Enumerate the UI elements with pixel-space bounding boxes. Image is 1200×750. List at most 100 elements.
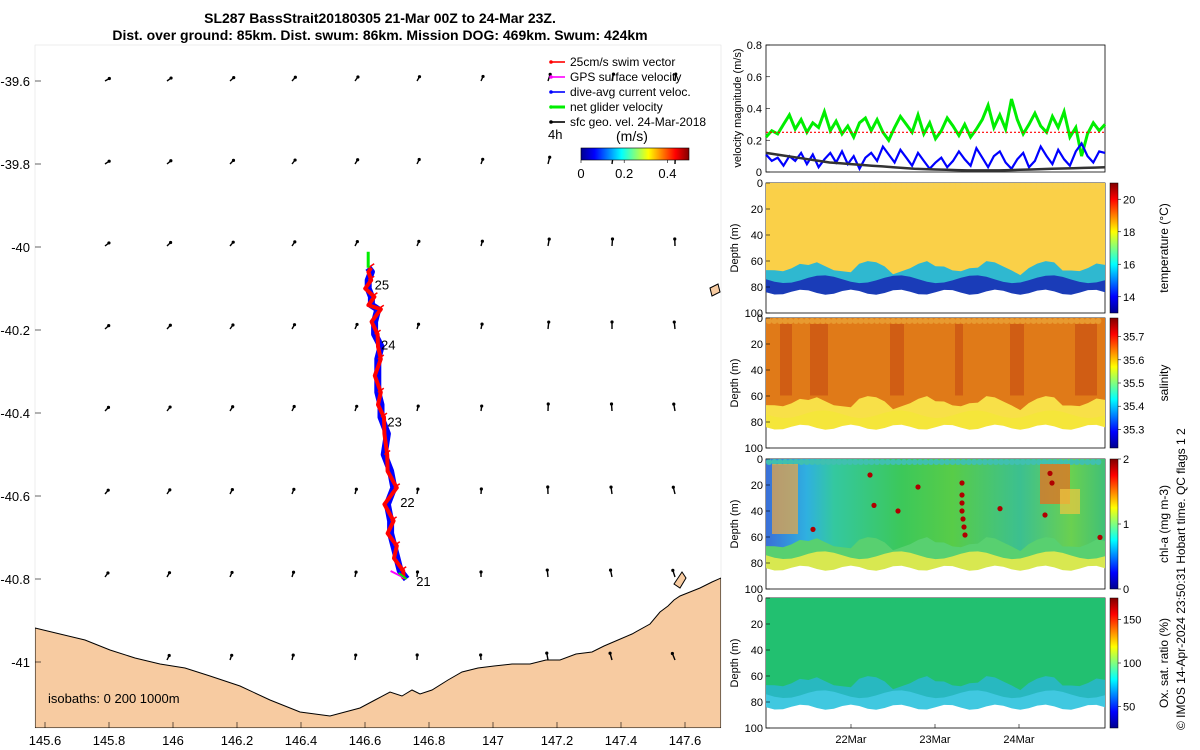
section-profile-top: [776, 598, 783, 604]
section-profile-top: [782, 318, 789, 324]
section-profile-top: [820, 598, 826, 604]
section-profile-top: [841, 183, 848, 189]
section-profile-top: [841, 459, 848, 465]
section-profile-top: [890, 598, 897, 604]
section-profile-top: [776, 183, 783, 189]
section-y-tick-label: 100: [745, 308, 763, 320]
section-profile-top: [798, 459, 805, 465]
section-profile-top: [965, 598, 972, 604]
section-colorbar: [1109, 597, 1119, 729]
chla-dot: [959, 500, 965, 506]
swim-vector: [393, 541, 401, 547]
section-profile-top: [938, 598, 945, 604]
section-profile-top: [814, 183, 821, 189]
section-profile-top: [841, 598, 848, 604]
section-profile-top: [965, 183, 972, 189]
legend-swatch-head: [549, 60, 553, 64]
geo-arrow-head: [610, 320, 614, 324]
geo-arrow-head: [167, 571, 172, 575]
section-profile-top: [766, 598, 772, 604]
section-profile-top: [803, 598, 810, 604]
section-profile-top: [971, 318, 978, 324]
section-profile-top: [1079, 598, 1086, 604]
section-profile-top: [1079, 459, 1086, 465]
geo-arrow-head: [106, 571, 110, 575]
map-x-tick-label: 147.4: [605, 733, 638, 748]
section-profile-top: [1036, 318, 1042, 324]
section-profile-top: [884, 598, 891, 604]
section-profile-top: [771, 459, 778, 465]
section-colorbar: [1109, 182, 1119, 314]
section-profile-top: [798, 598, 805, 604]
section-profile-top: [847, 459, 853, 465]
section-profile-top: [976, 598, 983, 604]
geo-arrow-head: [291, 653, 295, 657]
section-profile-top: [868, 183, 875, 189]
section-y-tick-label: 40: [751, 365, 763, 377]
section-profile-top: [1090, 183, 1096, 189]
geo-arrow-head: [230, 570, 234, 575]
section-fill: [766, 183, 1105, 278]
section-y-tick-label: 0: [757, 313, 763, 325]
geo-arrow-head: [479, 653, 483, 657]
section-profile-top: [976, 318, 983, 324]
chla-dot: [915, 484, 921, 490]
section-profile-top: [1063, 318, 1069, 324]
section-profile-top: [933, 183, 940, 189]
velocity-y-tick-label: 0.8: [747, 40, 762, 52]
section-profile-top: [787, 318, 794, 324]
chla-dot: [997, 506, 1003, 512]
section-profile-top: [992, 183, 999, 189]
map-colorbar-tick-label: 0: [577, 166, 584, 181]
section-profile-top: [830, 183, 837, 189]
section-profile-top: [852, 598, 859, 604]
section-deep-band: [766, 261, 1105, 286]
geo-arrow-head: [548, 72, 552, 76]
section-profile-top: [847, 318, 853, 324]
section-profile-top: [879, 598, 886, 604]
section-profile-top: [884, 318, 891, 324]
land-islet-ne: [709, 283, 721, 297]
section-profile-top: [982, 598, 988, 604]
section-profile-top: [901, 318, 907, 324]
section-profile-top: [1025, 598, 1032, 604]
section-profile-top: [890, 318, 897, 324]
section-profile-top: [1084, 318, 1091, 324]
section-profile-top: [911, 598, 918, 604]
section-profile-top: [868, 598, 875, 604]
chla-dot: [1042, 512, 1048, 518]
section-colorbar-tick-label: 2: [1123, 454, 1129, 466]
section-profile-top: [1068, 183, 1075, 189]
section-profile-top: [776, 318, 783, 324]
section-profile-top: [868, 318, 875, 324]
section-profile-top: [960, 598, 967, 604]
section-profile-top: [766, 459, 772, 465]
section-profile-top: [971, 183, 978, 189]
velocity-axes: [765, 44, 1106, 173]
section-profile-top: [1073, 318, 1080, 324]
section-profile-top: [917, 459, 924, 465]
geo-arrow-head: [547, 237, 551, 241]
section-y-tick-label: 100: [745, 723, 763, 735]
geo-arrow-head: [107, 76, 111, 81]
section-colorbar-tick-label: 150: [1123, 615, 1141, 627]
map-y-tick-label: -39.8: [0, 157, 30, 172]
geo-arrow-head: [293, 75, 297, 79]
chla-dot: [960, 516, 966, 522]
section-y-tick-label: 40: [751, 506, 763, 518]
section-profile-top: [825, 318, 832, 324]
geo-arrow-head: [168, 405, 172, 409]
section-profile-top: [879, 459, 886, 465]
map-y-tick-label: -41: [11, 655, 30, 670]
section-profile-top: [820, 459, 826, 465]
legend-label: sfc geo. vel. 24-Mar-2018: [570, 115, 706, 129]
section-profile-top: [1090, 318, 1096, 324]
section-y-tick-label: 60: [751, 391, 763, 403]
map-x-ticks: 145.6 145.8 146 146.2 146.4 146.6 146.8 147 147.…: [29, 722, 701, 748]
section-profile-top: [1003, 318, 1010, 324]
section-profile-top: [1009, 183, 1015, 189]
section-profile-top: [987, 318, 994, 324]
swim-vector-track: [363, 266, 406, 580]
legend-label: 25cm/s swim vector: [570, 55, 675, 69]
